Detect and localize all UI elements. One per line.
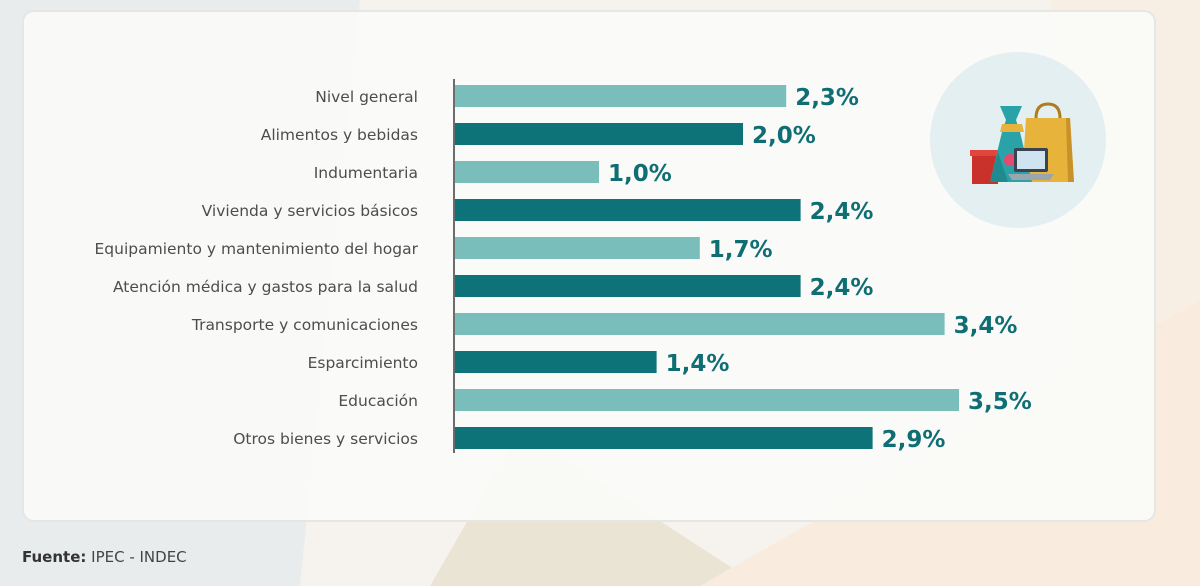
bar <box>455 313 945 335</box>
category-label: Educación <box>338 392 418 410</box>
category-label: Alimentos y bebidas <box>261 126 418 144</box>
category-label: Transporte y comunicaciones <box>191 316 418 334</box>
bar <box>455 275 801 297</box>
category-label: Otros bienes y servicios <box>233 430 418 448</box>
bar <box>455 237 700 259</box>
source-label: Fuente: <box>22 548 87 566</box>
bar <box>455 161 599 183</box>
bar <box>455 389 959 411</box>
value-label: 1,0% <box>608 161 672 187</box>
value-label: 3,5% <box>968 389 1032 415</box>
source-note: Fuente: IPEC - INDEC <box>22 548 187 566</box>
bar <box>455 351 657 373</box>
source-text: IPEC - INDEC <box>86 548 187 566</box>
category-label: Atención médica y gastos para la salud <box>113 278 418 296</box>
category-label: Vivienda y servicios básicos <box>202 202 418 220</box>
value-label: 2,4% <box>810 199 874 225</box>
bar <box>455 199 801 221</box>
value-label: 1,7% <box>709 237 773 263</box>
bar <box>455 85 787 107</box>
bar <box>455 123 743 145</box>
value-label: 2,3% <box>795 85 859 111</box>
value-label: 2,0% <box>752 123 816 149</box>
value-label: 3,4% <box>954 313 1018 339</box>
category-label: Indumentaria <box>314 164 418 182</box>
category-label: Nivel general <box>315 88 418 106</box>
value-label: 2,4% <box>810 275 874 301</box>
category-label: Equipamiento y mantenimiento del hogar <box>95 240 419 258</box>
category-label: Esparcimiento <box>308 354 418 372</box>
value-label: 2,9% <box>882 427 946 453</box>
value-label: 1,4% <box>666 351 730 377</box>
shopping-icon <box>930 52 1106 228</box>
bar <box>455 427 873 449</box>
